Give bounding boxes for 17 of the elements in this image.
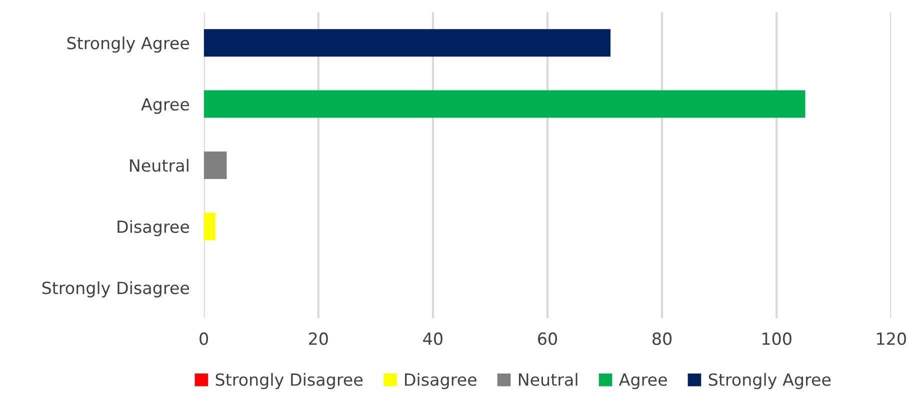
legend-label: Strongly Disagree [216,373,363,390]
y-tick-label: Neutral [130,158,188,172]
x-tick-label: 100 [762,332,792,346]
legend-label: Strongly Agree [708,373,831,390]
legend-label: Agree [618,374,667,390]
legend-label: Neutral [518,373,578,386]
x-tick-label: 20 [308,332,328,346]
x-tick-label: 0 [200,332,208,346]
x-tick-label: 60 [538,332,557,346]
x-tick-label: 40 [423,332,442,346]
legend-label: Disagree [405,373,476,390]
y-tick-label: Agree [141,98,190,114]
y-tick-label: Strongly Agree [67,36,190,53]
y-tick-label: Disagree [118,220,190,236]
y-tick-label: Strongly Disagree [42,281,190,298]
x-tick-label: 120 [877,332,906,346]
x-tick-label: 80 [652,332,672,346]
